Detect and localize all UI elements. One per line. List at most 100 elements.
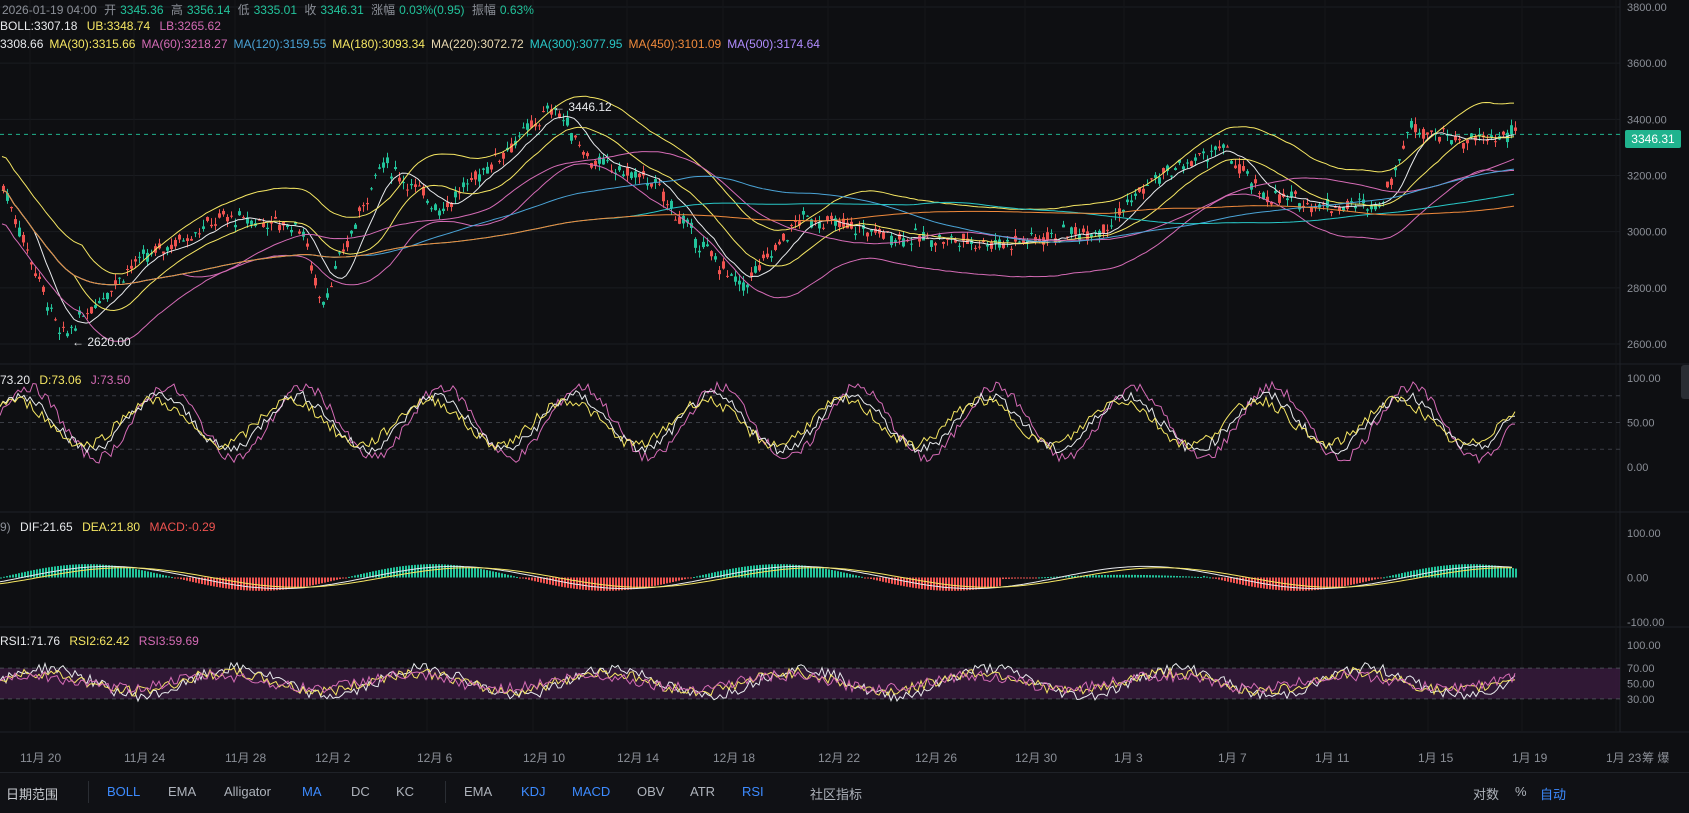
candle-body — [1194, 157, 1197, 161]
candle-body — [194, 232, 197, 234]
indicator-kdj[interactable]: KDJ — [521, 784, 546, 799]
candle-body — [54, 319, 57, 321]
macd-histogram-bar — [117, 566, 119, 578]
macd-params: 9) — [0, 520, 11, 534]
candle-body — [26, 249, 29, 251]
candle-body — [890, 235, 893, 246]
indicator-dc[interactable]: DC — [351, 784, 370, 799]
date-range-button[interactable]: 日期范围 — [6, 787, 59, 802]
macd-dea-line — [0, 567, 1512, 588]
candle-body — [1310, 207, 1313, 213]
candle-body — [398, 177, 401, 182]
macd-histogram-bar — [1044, 577, 1046, 579]
time-tick-label: 1月 3 — [1114, 751, 1143, 765]
indicator-rsi[interactable]: RSI — [742, 784, 764, 799]
candle-body — [38, 276, 41, 279]
boll-legend: BOLL:3307.18 UB:3348.74 LB:3265.62 — [0, 19, 227, 33]
candle-body — [1074, 227, 1077, 235]
macd-histogram-bar — [1317, 577, 1319, 590]
macd-histogram-bar — [66, 565, 68, 578]
macd-histogram-bar — [57, 566, 59, 578]
candle-body — [1414, 124, 1417, 133]
log-scale-toggle[interactable]: 对数 — [1473, 787, 1500, 802]
candle-body — [974, 247, 977, 249]
macd-histogram-bar — [1032, 577, 1034, 579]
candle-body — [1090, 234, 1093, 238]
candle-body — [1342, 206, 1345, 212]
macd-histogram-bar — [153, 572, 155, 578]
macd-histogram-bar — [1248, 577, 1250, 587]
macd-histogram-bar — [1215, 577, 1217, 579]
candle-body — [266, 227, 269, 230]
kdj-d: D:73.06 — [39, 373, 82, 387]
panel-collapse-handle[interactable] — [1681, 365, 1689, 399]
kdj-k-line — [0, 390, 1516, 455]
candle-body — [1490, 135, 1493, 138]
macd-histogram-bar — [30, 570, 32, 578]
percent-scale-toggle[interactable]: % — [1515, 784, 1527, 799]
indicator-alligator[interactable]: Alligator — [224, 784, 271, 799]
candle-body — [314, 277, 317, 286]
candle-body — [1242, 166, 1245, 171]
macd-histogram-bar — [978, 577, 980, 590]
macd-histogram-bar — [927, 577, 929, 590]
indicator-atr[interactable]: ATR — [690, 784, 716, 799]
candle-body — [662, 191, 665, 202]
macd-histogram-bar — [1068, 576, 1070, 578]
time-tick-label: 1月 11 — [1315, 751, 1350, 765]
macd-histogram-bar — [24, 571, 26, 578]
macd-histogram-bar — [1293, 577, 1295, 591]
indicator-ema[interactable]: EMA — [464, 784, 493, 799]
macd-histogram-bar — [444, 564, 446, 578]
indicator-ema[interactable]: EMA — [168, 784, 197, 799]
macd-histogram-bar — [273, 577, 275, 591]
macd-histogram-bar — [183, 577, 185, 580]
candle-body — [870, 229, 873, 232]
macd-histogram-bar — [1140, 574, 1142, 578]
indicator-macd[interactable]: MACD — [572, 784, 611, 799]
macd-histogram-bar — [9, 575, 11, 578]
candle-body — [1082, 228, 1085, 233]
macd-histogram-bar — [324, 577, 326, 583]
macd-histogram-bar — [1086, 575, 1088, 578]
macd-histogram-bar — [1203, 575, 1205, 578]
indicator-ma[interactable]: MA — [302, 784, 322, 799]
macd-histogram-bar — [972, 577, 974, 590]
macd-histogram-bar — [402, 566, 404, 578]
indicator-obv[interactable]: OBV — [637, 784, 665, 799]
macd-histogram-bar — [924, 577, 926, 590]
chart-canvas[interactable]: 3800.00 3600.00 3400.00 3200.00 3000.00 2800.… — [0, 0, 1689, 773]
macd-histogram-bar — [570, 577, 572, 589]
macd-histogram-bar — [969, 577, 971, 591]
macd-histogram-bar — [1221, 577, 1223, 581]
macd-histogram-bar — [720, 570, 722, 578]
indicator-社区指标[interactable]: 社区指标 — [810, 787, 863, 802]
boll-ub: UB:3348.74 — [86, 19, 151, 33]
candle-body — [1474, 136, 1477, 141]
macd-histogram-bar — [603, 577, 605, 591]
change-label: 涨幅 — [371, 3, 396, 17]
candle-body — [670, 200, 673, 209]
candle-body — [726, 275, 729, 277]
macd-histogram-bar — [849, 573, 851, 578]
macd-histogram-bar — [663, 577, 665, 585]
candle-body — [270, 221, 273, 224]
indicator-boll[interactable]: BOLL — [107, 784, 141, 799]
candle-body — [426, 200, 429, 203]
toolbar-divider — [88, 781, 89, 803]
indicator-kc[interactable]: KC — [396, 784, 415, 799]
macd-dea: DEA:21.80 — [82, 520, 141, 534]
macd-histogram-bar — [798, 565, 800, 578]
candle-body — [794, 221, 797, 223]
candle-body — [618, 166, 621, 171]
macd-histogram-bar — [300, 577, 302, 588]
time-tick-label: 12月 30 — [1015, 751, 1057, 765]
candle-body — [810, 219, 813, 228]
boll-lower-line — [1, 163, 1514, 342]
candle-body — [766, 253, 769, 258]
macd-histogram-bar — [855, 575, 857, 578]
macd-histogram-bar — [516, 576, 518, 578]
auto-scale-toggle[interactable]: 自动 — [1540, 787, 1567, 802]
candle-body — [606, 160, 609, 162]
